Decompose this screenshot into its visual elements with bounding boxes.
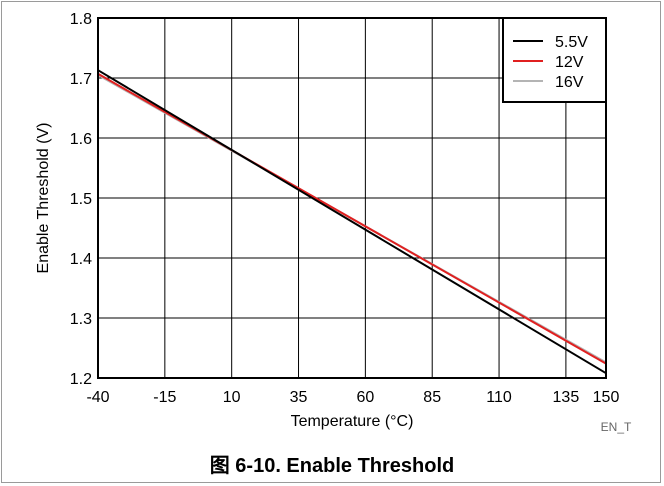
enable-threshold-chart: -40 -15 10 35 60 85 110 135 150 1.2 1.3 1.4 1.5 1.6 1.…: [35, 11, 632, 434]
tick-labels: -40 -15 10 35 60 85 110 135 150 1.2 1.3 1.4 1.5 1.6 1.…: [70, 11, 620, 406]
legend-label: 5.5V: [555, 34, 588, 51]
series-line-12v: [97, 72, 607, 365]
series-lines: [97, 69, 607, 375]
x-tick-label: 150: [593, 389, 620, 406]
x-tick-label: 135: [553, 389, 580, 406]
figure-code-label: EN_T: [601, 420, 632, 434]
legend-label: 12V: [555, 54, 584, 71]
x-tick-label: 110: [486, 389, 512, 406]
y-tick-label: 1.2: [70, 371, 92, 388]
y-tick-label: 1.4: [70, 251, 92, 268]
y-axis-title: Enable Threshold (V): [35, 123, 52, 274]
plot-area-border: [97, 17, 607, 379]
series-line-5_5v: [97, 69, 607, 375]
legend: 5.5V 12V 16V: [502, 17, 607, 103]
x-axis-title: Temperature (°C): [291, 413, 414, 430]
y-tick-label: 1.7: [70, 71, 92, 88]
x-tick-label: 35: [290, 389, 308, 406]
x-tick-label: 85: [423, 389, 441, 406]
y-tick-label: 1.8: [70, 11, 92, 28]
legend-label: 16V: [555, 74, 584, 91]
y-tick-label: 1.5: [70, 191, 92, 208]
x-tick-label: 60: [356, 389, 374, 406]
x-tick-label: -40: [86, 389, 109, 406]
figure-caption: 图 6-10. Enable Threshold: [209, 455, 455, 477]
y-tick-label: 1.6: [70, 131, 92, 148]
y-tick-label: 1.3: [70, 311, 92, 328]
x-tick-label: 10: [223, 389, 241, 406]
x-tick-label: -15: [153, 389, 176, 406]
